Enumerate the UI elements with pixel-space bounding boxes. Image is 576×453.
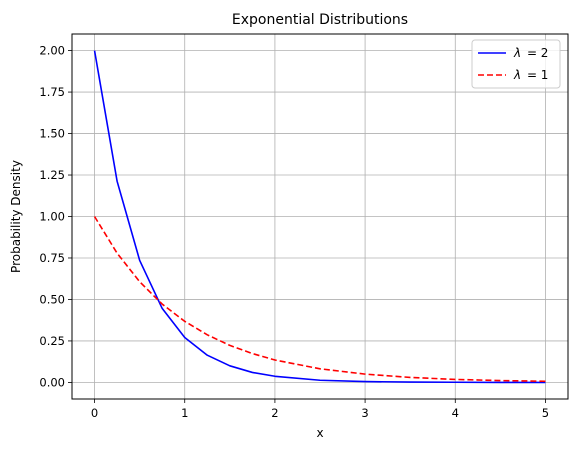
y-axis-label: Probability Density (9, 160, 23, 273)
y-tick-label: 0.75 (39, 251, 65, 265)
chart-title: Exponential Distributions (232, 12, 408, 28)
x-tick-label: 2 (271, 406, 278, 420)
series-line-lambda-2 (93, 50, 546, 384)
x-axis-label: x (316, 426, 323, 440)
y-tick-label: 1.75 (39, 85, 65, 99)
x-tick-label: 1 (181, 406, 188, 420)
series-line-lambda-1 (93, 216, 546, 383)
ticks: 0 1 2 3 4 5 0.00 0.25 0.50 0.75 1.00 1.25 1.50 1.75 2.… (39, 44, 549, 420)
legend-symbol: λ (513, 46, 521, 60)
y-tick-label: 1.25 (39, 168, 65, 182)
x-tick-label: 5 (542, 406, 549, 420)
legend-box (471, 39, 561, 89)
y-tick-label: 0.25 (39, 334, 65, 348)
y-tick-label: 0.00 (39, 375, 65, 389)
legend-value: = 2 (527, 46, 549, 60)
y-tick-label: 1.50 (39, 127, 65, 141)
series-layer (93, 50, 546, 384)
x-tick-label: 3 (361, 406, 368, 420)
legend-label-lambda-2: λ = 2 (513, 46, 548, 60)
y-tick-label: 2.00 (39, 44, 65, 58)
x-tick-label: 0 (91, 406, 98, 420)
y-tick-label: 0.50 (39, 292, 65, 306)
legend-label-lambda-1: λ = 1 (513, 68, 548, 82)
legend-value: = 1 (527, 68, 549, 82)
legend-symbol: λ (513, 68, 521, 82)
y-tick-label: 1.00 (39, 210, 65, 224)
grid (72, 34, 568, 399)
x-tick-label: 4 (452, 406, 459, 420)
legend: λ = 2 λ = 1 (471, 39, 561, 89)
